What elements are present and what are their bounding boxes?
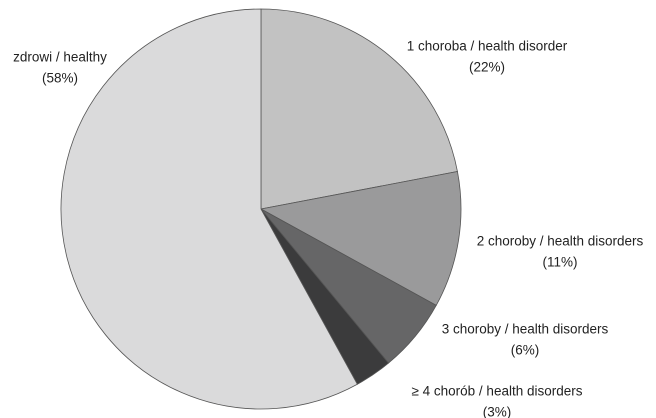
slice-label: 2 choroby / health disorders xyxy=(477,234,644,249)
pie-slice xyxy=(259,171,462,306)
slice-value-label: (6%) xyxy=(511,343,540,358)
slice-label: ≥ 4 chorób / health disorders xyxy=(411,384,582,399)
pie-slice xyxy=(260,8,458,210)
slice-value-label: (58%) xyxy=(42,71,78,86)
slice-value-label: (22%) xyxy=(469,60,505,75)
slice-label: zdrowi / healthy xyxy=(13,50,107,65)
slice-value-label: (3%) xyxy=(483,405,512,418)
slice-label: 1 choroba / health disorder xyxy=(407,39,568,54)
pie-slice xyxy=(60,8,358,410)
slice-value-label: (11%) xyxy=(542,255,577,270)
slice-label: 3 choroby / health disorders xyxy=(442,322,609,337)
